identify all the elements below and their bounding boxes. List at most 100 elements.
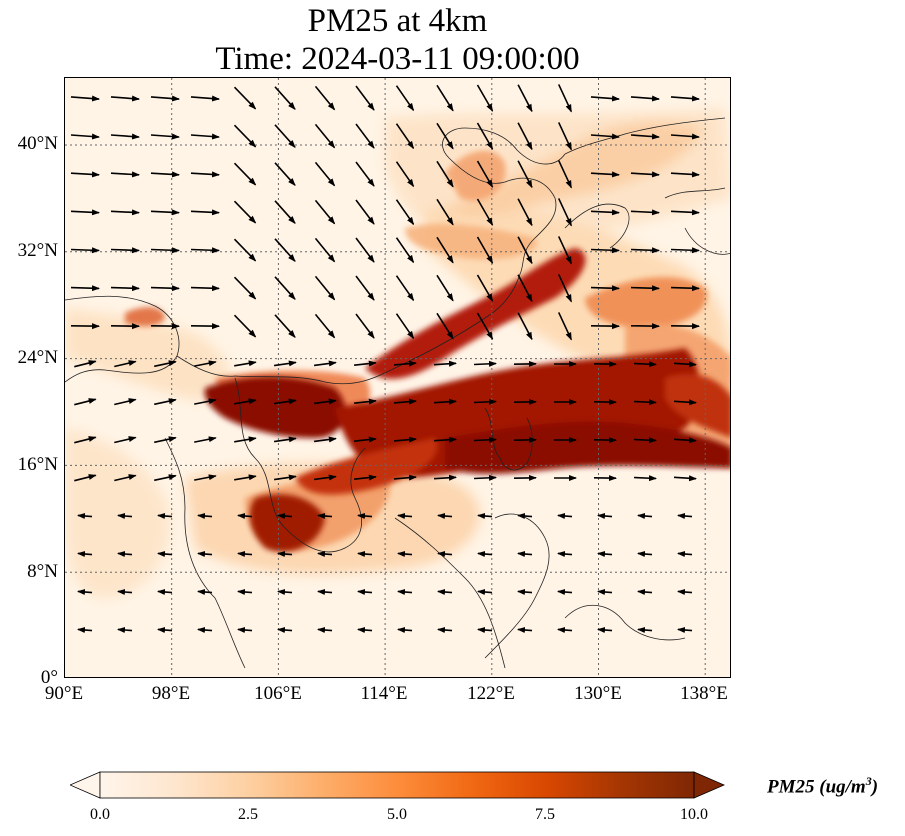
wind-arrow: [355, 199, 375, 225]
wind-arrow: [355, 123, 375, 149]
chart-subtitle: Time: 2024-03-11 09:00:00: [215, 41, 580, 77]
wind-arrow: [473, 360, 497, 367]
wind-arrow: [355, 161, 375, 187]
wind-arrow: [477, 589, 493, 595]
wind-arrow: [237, 627, 253, 633]
wind-arrow: [670, 247, 700, 254]
wind-arrow: [673, 475, 697, 482]
wind-arrow: [190, 285, 220, 292]
wind-arrow: [314, 199, 336, 225]
wind-arrow: [597, 627, 613, 633]
wind-arrow: [355, 85, 375, 111]
wind-arrow: [590, 133, 620, 140]
lat-tick-24n: 24°N: [17, 347, 58, 368]
colorbar-tick-10: 10.0: [680, 806, 708, 823]
wind-arrow: [197, 551, 213, 557]
wind-arrow: [313, 398, 337, 405]
wind-arrow: [74, 474, 97, 482]
wind-arrow: [590, 285, 620, 292]
wind-arrow: [397, 513, 413, 519]
wind-arrow: [157, 513, 173, 519]
wind-arrow: [157, 589, 173, 595]
wind-arrow: [395, 237, 415, 264]
wind-arrow: [517, 236, 533, 265]
wind-arrow: [395, 161, 415, 188]
wind-arrow: [150, 247, 180, 254]
wind-arrow: [150, 133, 180, 140]
wind-arrow: [274, 162, 296, 186]
wind-arrow: [517, 627, 533, 633]
wind-arrow: [273, 398, 297, 405]
wind-arrow: [117, 627, 133, 633]
wind-arrow: [437, 513, 453, 519]
wind-arrow: [437, 589, 453, 595]
wind-arrow: [633, 361, 657, 368]
wind-arrow: [154, 436, 177, 444]
wind-arrow: [154, 474, 177, 482]
wind-arrow: [273, 474, 297, 481]
wind-arrow: [237, 589, 253, 595]
wind-arrow: [110, 171, 140, 178]
wind-arrow: [234, 436, 257, 443]
wind-arrow: [633, 475, 657, 482]
wind-arrow: [633, 437, 657, 444]
wind-arrow: [314, 275, 336, 301]
wind-arrow: [357, 627, 373, 633]
wind-arrow: [436, 198, 454, 226]
wind-arrow: [157, 627, 173, 633]
wind-arrow: [630, 247, 660, 254]
wind-arrow: [395, 123, 415, 150]
wind-arrow: [273, 360, 297, 367]
wind-arrow: [114, 474, 137, 482]
wind-arrow: [630, 133, 660, 140]
wind-arrow: [197, 589, 213, 595]
wind-arrow: [354, 360, 377, 367]
wind-arrow: [110, 133, 140, 140]
wind-arrow: [355, 275, 375, 301]
lon-tick-106e: 106°E: [254, 683, 302, 704]
wind-arrow: [395, 199, 415, 226]
lat-tick-0: 0°: [40, 667, 58, 688]
wind-arrow: [110, 285, 140, 292]
wind-arrow: [150, 171, 180, 178]
wind-arrow: [597, 589, 613, 595]
wind-arrow: [277, 551, 293, 557]
wind-arrow: [77, 513, 93, 519]
wind-arrow: [70, 209, 100, 216]
pm25-high-band: [204, 248, 730, 552]
wind-arrow: [557, 84, 573, 113]
wind-arrow: [590, 247, 620, 254]
wind-arrow: [314, 161, 336, 187]
wind-arrow: [677, 551, 693, 557]
wind-arrow: [233, 162, 257, 186]
wind-arrow: [274, 124, 296, 148]
wind-arrow: [630, 209, 660, 216]
wind-arrow: [590, 209, 620, 216]
wind-arrow: [70, 285, 100, 292]
wind-arrow: [476, 274, 494, 302]
wind-arrow: [557, 160, 573, 189]
wind-arrow: [477, 551, 493, 557]
wind-arrow: [233, 86, 257, 110]
wind-arrow: [233, 238, 257, 262]
wind-arrow: [393, 398, 417, 405]
wind-arrow: [110, 209, 140, 216]
wind-arrow: [274, 86, 296, 110]
lat-tick-40n: 40°N: [17, 133, 58, 154]
wind-arrow: [670, 133, 700, 140]
wind-arrow: [670, 171, 700, 178]
wind-arrow: [77, 551, 93, 557]
wind-arrow: [233, 124, 257, 148]
wind-arrow: [233, 200, 257, 224]
wind-arrow: [557, 236, 573, 265]
wind-arrow: [274, 314, 296, 338]
wind-arrow: [476, 312, 494, 340]
lon-tick-130e: 130°E: [574, 683, 622, 704]
wind-arrow: [234, 474, 257, 481]
wind-arrow: [357, 589, 373, 595]
wind-arrow: [190, 95, 220, 102]
wind-arrow: [436, 236, 454, 264]
wind-arrow: [436, 84, 454, 112]
wind-arrow: [517, 84, 533, 113]
wind-arrow: [476, 236, 494, 264]
